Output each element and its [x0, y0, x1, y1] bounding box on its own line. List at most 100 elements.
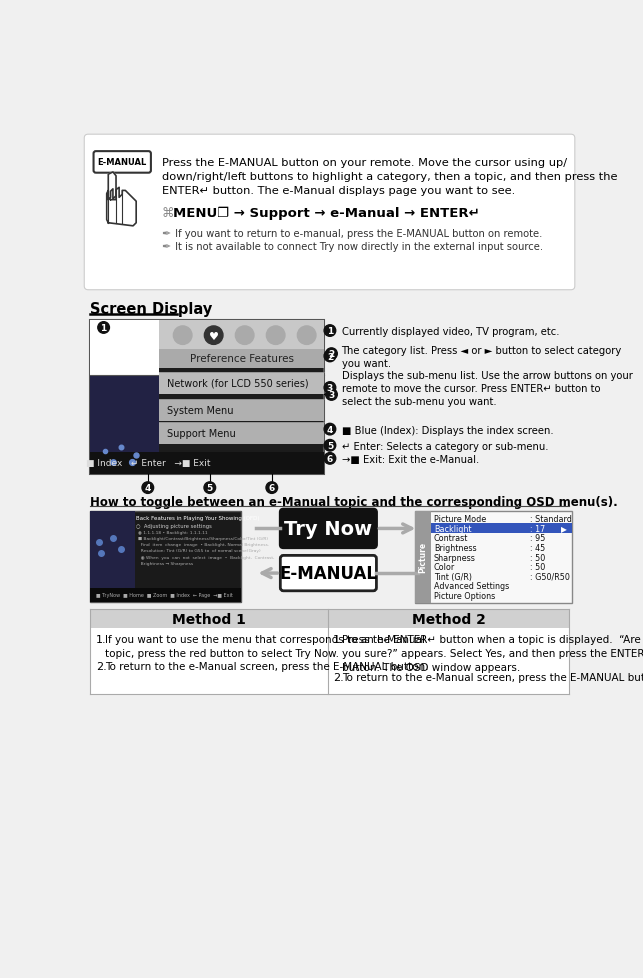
Bar — [89, 453, 323, 474]
Text: MENU❐ → Support → e-Manual → ENTER↵: MENU❐ → Support → e-Manual → ENTER↵ — [174, 206, 480, 220]
Bar — [159, 321, 323, 361]
Text: 1: 1 — [100, 324, 107, 333]
Bar — [159, 350, 323, 368]
Text: : 95: : 95 — [530, 534, 545, 543]
Text: Resolution: Tint (G/R) to G55 to  of normal scene(Gray): Resolution: Tint (G/R) to G55 to of norm… — [138, 549, 260, 553]
Text: : G50/R50: : G50/R50 — [530, 572, 570, 581]
Text: Contrast: Contrast — [434, 534, 468, 543]
Text: 2.: 2. — [333, 673, 344, 683]
Text: 1.: 1. — [96, 635, 107, 645]
Bar — [89, 609, 329, 628]
Text: →■ Exit: Exit the e-Manual.: →■ Exit: Exit the e-Manual. — [341, 455, 479, 465]
FancyBboxPatch shape — [93, 152, 151, 173]
Text: ✒: ✒ — [162, 229, 171, 239]
Text: Screen Display: Screen Display — [89, 302, 212, 317]
Circle shape — [98, 323, 109, 333]
Bar — [329, 609, 570, 628]
Bar — [89, 321, 159, 453]
Text: Try Now: Try Now — [284, 519, 372, 538]
Text: Tint (G/R): Tint (G/R) — [434, 572, 472, 581]
Text: To return to the e-Manual screen, press the E-MANUAL button.: To return to the e-Manual screen, press … — [342, 673, 643, 683]
Text: If you want to return to e-manual, press the E-MANUAL button on remote.: If you want to return to e-manual, press… — [172, 229, 542, 239]
Text: Advanced Settings: Advanced Settings — [434, 582, 509, 591]
Text: Currently displayed video, TV program, etc.: Currently displayed video, TV program, e… — [341, 327, 559, 337]
Bar — [415, 511, 431, 603]
Circle shape — [204, 482, 215, 494]
Text: Method 1: Method 1 — [172, 612, 246, 626]
Text: ■ Backlight/Contrast/Brightness/Sharpness/Color/Tint (G/R): ■ Backlight/Contrast/Brightness/Sharpnes… — [138, 537, 267, 541]
Text: Color: Color — [434, 562, 455, 572]
Text: 6: 6 — [327, 455, 333, 464]
Text: 6: 6 — [269, 484, 275, 493]
Bar — [431, 524, 572, 534]
Polygon shape — [108, 173, 116, 200]
Text: : 45: : 45 — [530, 544, 545, 553]
Text: Picture Options: Picture Options — [434, 592, 495, 600]
Text: ♥: ♥ — [209, 332, 219, 341]
Text: ↵ Enter: Selects a category or sub-menu.: ↵ Enter: Selects a category or sub-menu. — [341, 442, 548, 452]
Text: 3: 3 — [329, 391, 334, 400]
Text: Picture Mode: Picture Mode — [434, 514, 486, 523]
Text: It is not available to connect Try now directly in the external input source.: It is not available to connect Try now d… — [172, 242, 543, 252]
Text: E-MANUAL: E-MANUAL — [98, 158, 147, 167]
Text: E-MANUAL: E-MANUAL — [279, 564, 377, 583]
Text: ■ TryNow  ■ Home  ■ Zoom  ■ Index  ← Page  →■ Exit: ■ TryNow ■ Home ■ Zoom ■ Index ← Page →■… — [96, 593, 233, 598]
Text: To return to the e-Manual screen, press the E-MANUAL button.: To return to the e-Manual screen, press … — [105, 661, 429, 671]
Text: ✒: ✒ — [162, 242, 171, 252]
Text: Preference Features: Preference Features — [190, 354, 294, 364]
Bar — [159, 422, 323, 444]
FancyBboxPatch shape — [280, 556, 376, 591]
Text: Press the E-MANUAL button on your remote. Move the cursor using up/
down/right/l: Press the E-MANUAL button on your remote… — [162, 157, 617, 197]
Circle shape — [266, 327, 285, 345]
Text: System Menu: System Menu — [167, 406, 233, 416]
FancyBboxPatch shape — [84, 135, 575, 290]
Circle shape — [324, 440, 336, 452]
Text: ■ Index   ↵ Enter   →■ Exit: ■ Index ↵ Enter →■ Exit — [86, 459, 210, 468]
Text: 4: 4 — [327, 425, 333, 434]
FancyBboxPatch shape — [280, 509, 377, 549]
Text: : 50: : 50 — [530, 553, 545, 562]
Bar — [89, 609, 570, 694]
Bar — [415, 511, 572, 603]
Circle shape — [324, 382, 336, 394]
Bar — [89, 511, 134, 588]
Text: If you want to use the menu that corresponds to an e-Manual
topic, press the red: If you want to use the menu that corresp… — [105, 635, 425, 658]
Text: Support Menu: Support Menu — [167, 428, 236, 438]
Bar — [89, 588, 240, 602]
Text: ▶: ▶ — [561, 524, 566, 533]
Text: 2: 2 — [327, 352, 333, 361]
Text: 5: 5 — [206, 484, 213, 493]
Bar — [159, 373, 323, 394]
Text: Network (for LCD 550 series): Network (for LCD 550 series) — [167, 378, 309, 388]
Text: Press the ENTER↵ button when a topic is displayed.  “Are
you sure?” appears. Sel: Press the ENTER↵ button when a topic is … — [342, 635, 643, 672]
Circle shape — [204, 327, 223, 345]
Bar — [89, 511, 240, 602]
Circle shape — [174, 327, 192, 345]
Text: 3: 3 — [327, 383, 333, 393]
Text: 1: 1 — [327, 327, 333, 335]
Bar — [159, 400, 323, 422]
Text: Brightness → Sharpness: Brightness → Sharpness — [138, 561, 193, 565]
Text: 5: 5 — [327, 441, 333, 451]
Circle shape — [325, 389, 338, 401]
Bar — [89, 376, 159, 453]
Text: ◉ When  you  can  not  select  image  •  Backlight,  Contrast,: ◉ When you can not select image • Backli… — [138, 556, 274, 559]
Circle shape — [266, 482, 278, 494]
Text: The category list. Press ◄ or ► button to select category
you want.: The category list. Press ◄ or ► button t… — [341, 346, 622, 369]
Text: Picture: Picture — [419, 542, 428, 573]
Circle shape — [324, 351, 336, 363]
Text: 2: 2 — [329, 350, 334, 359]
Text: Find  item  change  image  • Backlight, Normal Brightness.: Find item change image • Backlight, Norm… — [138, 543, 269, 547]
Polygon shape — [107, 188, 136, 227]
Circle shape — [324, 423, 336, 435]
Circle shape — [325, 348, 338, 360]
Text: 2.: 2. — [96, 661, 107, 671]
Circle shape — [235, 327, 254, 345]
Text: 1.: 1. — [333, 635, 343, 645]
Circle shape — [324, 326, 336, 337]
Text: ■ Blue (Index): Displays the index screen.: ■ Blue (Index): Displays the index scree… — [341, 425, 553, 435]
Circle shape — [324, 453, 336, 465]
Text: : 17: : 17 — [530, 524, 545, 533]
Text: Brightness: Brightness — [434, 544, 476, 553]
Text: Method 2: Method 2 — [412, 612, 485, 626]
